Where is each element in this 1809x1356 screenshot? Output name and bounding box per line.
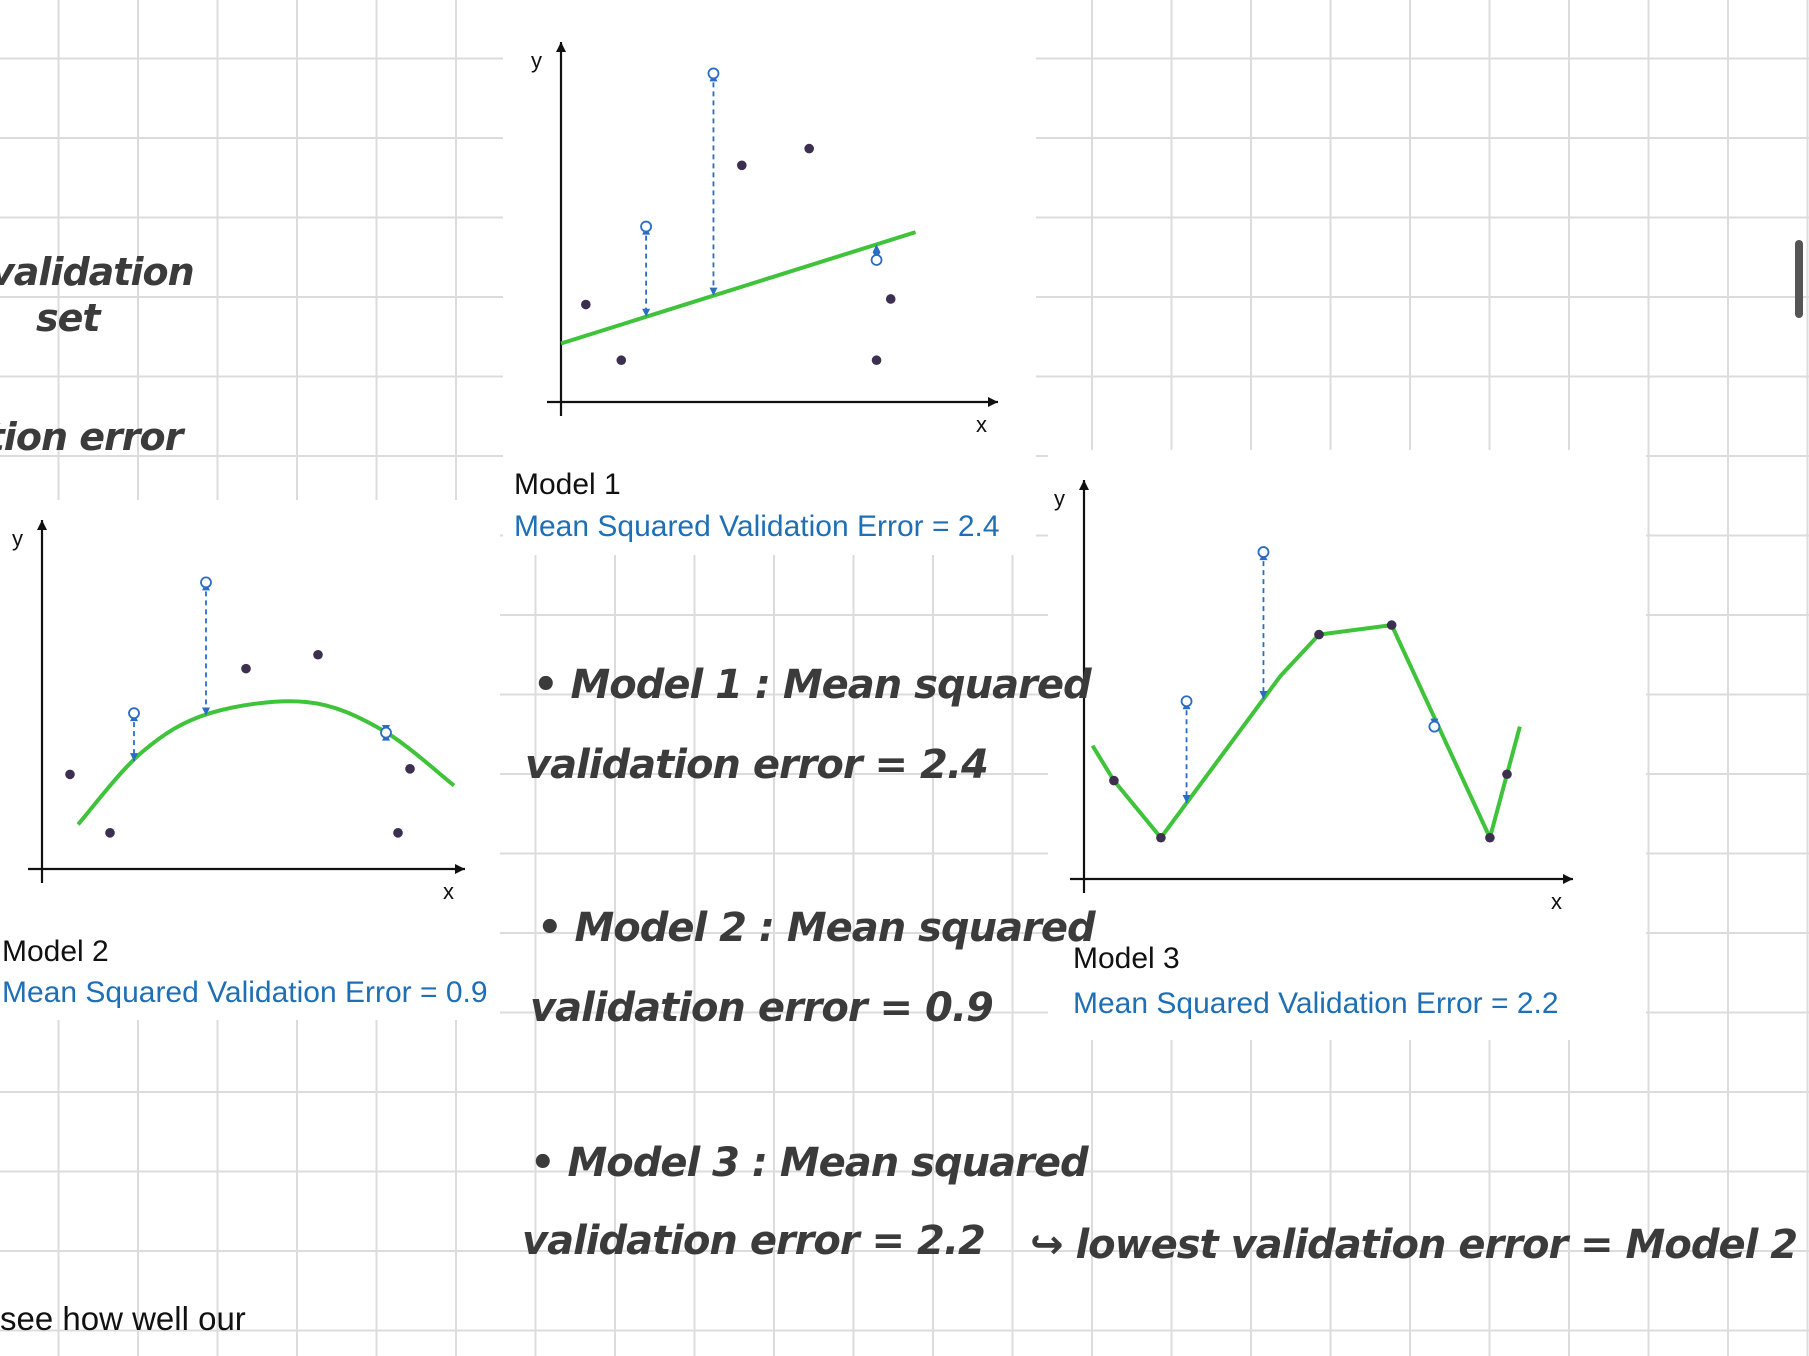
validation-point — [200, 576, 212, 589]
train-point — [804, 143, 814, 154]
handwritten-validation-word: validation — [0, 250, 195, 294]
x-axis-arrowhead — [988, 397, 998, 407]
note-model-3-line-1: • Model 3 : Mean squared — [530, 1140, 1089, 1186]
train-point — [405, 764, 415, 774]
residual-arrowhead — [1259, 690, 1268, 699]
model-2-plot: xy — [12, 520, 465, 904]
train-point — [1314, 629, 1324, 640]
y-axis-label: y — [531, 48, 542, 73]
figure-panel-model-2 — [0, 500, 500, 1020]
fit-curve — [560, 230, 917, 346]
validation-point — [1180, 695, 1193, 708]
residual-arrowhead — [1182, 795, 1191, 804]
validation-point — [380, 726, 392, 739]
train-point — [616, 355, 627, 366]
note-model-1-line-1: • Model 1 : Mean squared — [533, 662, 1092, 708]
residual-arrowhead — [709, 287, 718, 296]
validation-point — [128, 707, 140, 720]
validation-point — [870, 254, 883, 266]
train-point — [1485, 832, 1495, 843]
residual-arrowhead — [202, 707, 210, 716]
validation-point — [1257, 546, 1270, 558]
x-axis-arrowhead — [1563, 874, 1573, 884]
train-point — [737, 160, 747, 171]
train-point — [1156, 832, 1166, 843]
train-point — [871, 355, 882, 366]
train-point — [581, 299, 591, 310]
x-axis-label: x — [976, 412, 987, 437]
model-3-plot: xy — [1054, 480, 1573, 914]
validation-point — [640, 220, 652, 233]
residual-arrowhead — [642, 308, 651, 317]
model-1-error-label: Mean Squared Validation Error = 2.4 — [514, 510, 1000, 543]
validation-point — [1428, 720, 1441, 733]
y-axis-arrowhead — [556, 42, 566, 52]
handwritten-set-word: set — [36, 296, 101, 340]
figure-panel-model-3 — [1048, 450, 1646, 1040]
y-axis-label: y — [12, 526, 23, 551]
fit-curve — [1090, 623, 1522, 840]
train-point — [65, 769, 75, 780]
model-1-title: Model 1 — [514, 468, 621, 501]
residual-arrowhead — [130, 753, 138, 762]
train-point — [241, 663, 251, 674]
train-point — [105, 828, 115, 838]
y-axis-arrowhead — [1079, 480, 1089, 490]
handwritten-validation-error: ation error — [0, 415, 183, 459]
train-point — [885, 294, 896, 304]
bottom-body-text: see how well our — [0, 1300, 246, 1337]
model-3-title: Model 3 — [1073, 942, 1180, 975]
note-model-3-line-2: validation error = 2.2 — [522, 1218, 986, 1264]
train-point — [1502, 769, 1512, 780]
model-1-plot: xy — [531, 42, 998, 437]
train-point — [1109, 775, 1119, 786]
vertical-scrollbar-thumb[interactable] — [1795, 240, 1803, 318]
x-axis-arrowhead — [455, 864, 465, 874]
note-model-2-line-2: validation error = 0.9 — [530, 985, 994, 1031]
residual-arrowhead — [872, 244, 881, 253]
note-model-1-line-2: validation error = 2.4 — [525, 742, 989, 788]
train-point — [313, 649, 323, 660]
conclusion-note: ↪ lowest validation error = Model 2 — [1030, 1222, 1798, 1268]
model-3-error-label: Mean Squared Validation Error = 2.2 — [1073, 987, 1559, 1020]
model-2-title: Model 2 — [2, 935, 109, 968]
train-point — [393, 828, 403, 838]
x-axis-label: x — [443, 879, 454, 904]
validation-point — [707, 67, 720, 80]
y-axis-label: y — [1054, 486, 1065, 511]
train-point — [1386, 620, 1397, 630]
y-axis-arrowhead — [37, 520, 47, 530]
note-model-2-line-1: • Model 2 : Mean squared — [537, 905, 1096, 951]
model-2-error-label: Mean Squared Validation Error = 0.9 — [2, 976, 488, 1009]
x-axis-label: x — [1551, 889, 1562, 914]
